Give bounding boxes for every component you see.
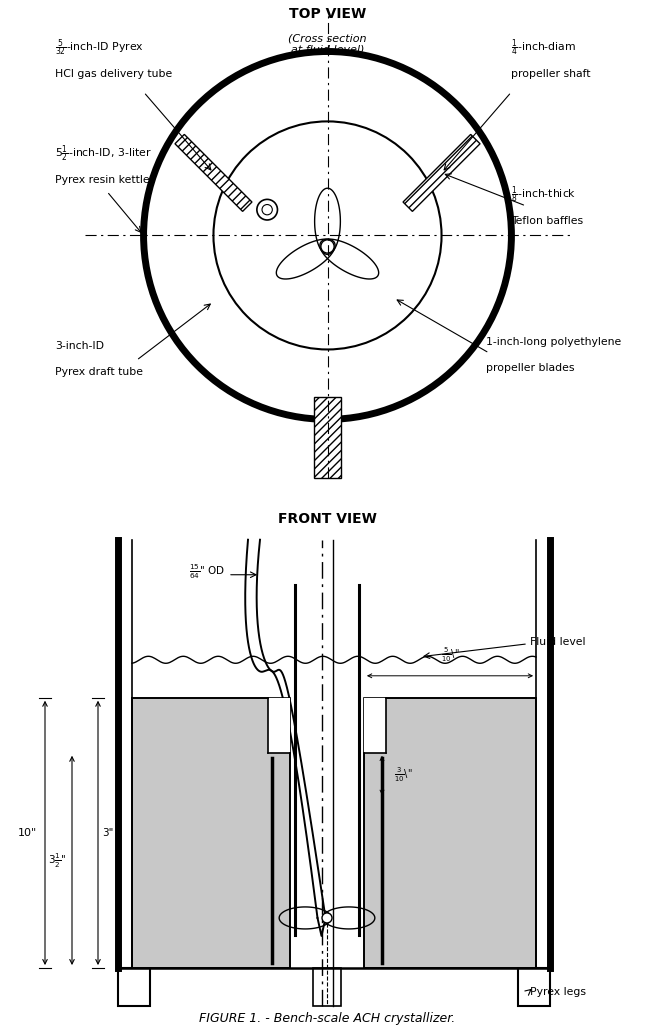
Text: 3": 3" (102, 828, 113, 837)
Text: Pyrex draft tube: Pyrex draft tube (55, 367, 143, 377)
Polygon shape (403, 134, 480, 211)
Text: propeller shaft: propeller shaft (512, 69, 591, 78)
Text: $\frac{3}{10}$\": $\frac{3}{10}$\" (394, 765, 413, 784)
Text: TOP VIEW: TOP VIEW (289, 7, 366, 22)
Circle shape (257, 200, 278, 220)
Text: $\frac{5}{32}$-inch-ID Pyrex: $\frac{5}{32}$-inch-ID Pyrex (55, 37, 144, 59)
Text: Pyrex legs: Pyrex legs (530, 987, 586, 997)
Bar (314, 398, 341, 478)
Text: $\frac{5}{10}$\": $\frac{5}{10}$\" (441, 646, 459, 663)
Text: HCl gas delivery tube: HCl gas delivery tube (55, 69, 172, 78)
Polygon shape (175, 134, 252, 211)
Circle shape (322, 913, 332, 923)
Text: 10": 10" (18, 828, 37, 837)
Bar (364, 697, 386, 753)
Bar (518, 968, 550, 1006)
Text: FIGURE 1. - Bench-scale ACH crystallizer.: FIGURE 1. - Bench-scale ACH crystallizer… (199, 1012, 455, 1025)
Bar (268, 697, 290, 753)
Text: $\frac{1}{8}$-inch-thick: $\frac{1}{8}$-inch-thick (512, 184, 577, 206)
Bar (132, 697, 290, 968)
Text: $\frac{15}{64}$" OD: $\frac{15}{64}$" OD (189, 562, 225, 581)
Text: $\frac{1}{4}$-inch-diam: $\frac{1}{4}$-inch-diam (512, 37, 576, 59)
Text: 3-inch-ID: 3-inch-ID (55, 341, 104, 351)
Text: FRONT VIEW: FRONT VIEW (278, 512, 377, 525)
Text: (Cross section
at fluid level): (Cross section at fluid level) (288, 33, 367, 55)
Text: Teflon baffles: Teflon baffles (512, 215, 584, 226)
Text: 5$\frac{1}{2}$-inch-ID, 3-liter: 5$\frac{1}{2}$-inch-ID, 3-liter (55, 144, 152, 165)
Text: 3$\frac{1}{2}$": 3$\frac{1}{2}$" (48, 851, 66, 869)
Text: Fluid level: Fluid level (530, 637, 586, 647)
Circle shape (321, 240, 334, 253)
Text: Pyrex resin kettle: Pyrex resin kettle (55, 175, 150, 185)
Bar (364, 697, 536, 968)
Bar (313, 968, 341, 1006)
Bar (118, 968, 150, 1006)
Text: propeller blades: propeller blades (485, 363, 574, 373)
Text: 1-inch-long polyethylene: 1-inch-long polyethylene (485, 337, 621, 347)
Circle shape (143, 52, 512, 419)
